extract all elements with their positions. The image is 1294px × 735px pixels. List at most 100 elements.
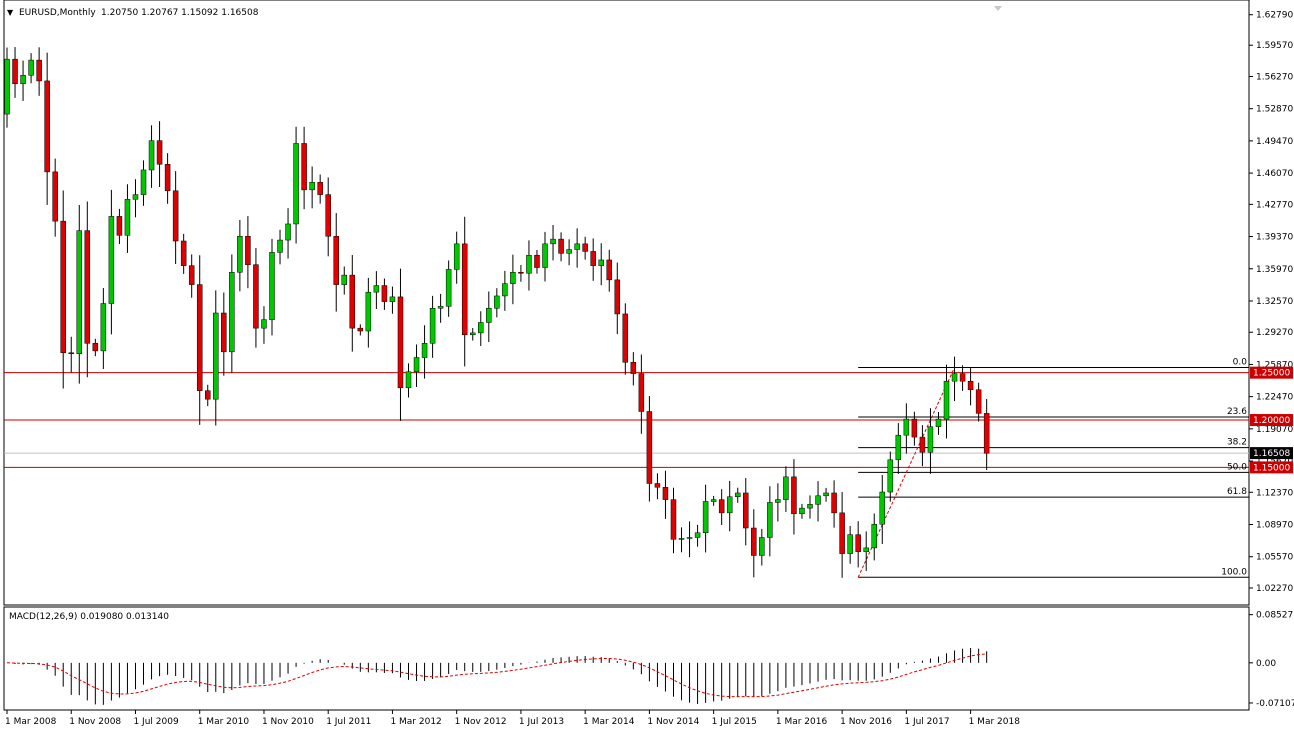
- macd-tick-label: 0.00: [1256, 659, 1276, 669]
- bull-candle-body: [799, 507, 805, 515]
- menu-arrow-icon[interactable]: ▼: [7, 8, 14, 17]
- bear-candle-body: [534, 254, 540, 268]
- price-tick-label: 1.08970: [1256, 521, 1293, 531]
- bull-candle-body: [309, 182, 315, 191]
- bear-candle-body: [381, 285, 388, 302]
- bear-candle-body: [582, 243, 588, 252]
- price-tick-label: 1.22470: [1256, 393, 1293, 403]
- bear-candle-body: [751, 527, 757, 556]
- bull-candle-body: [132, 194, 139, 200]
- bull-candle-body: [277, 239, 283, 253]
- bull-candle-body: [486, 308, 492, 323]
- bull-candle-body: [148, 140, 155, 171]
- bull-candle-body: [469, 332, 476, 336]
- bear-candle-body: [357, 327, 364, 332]
- symbol-label: EURUSD,Monthly: [19, 8, 96, 18]
- bull-candle-body: [903, 418, 910, 436]
- time-tick-label: 1 Nov 2014: [647, 717, 699, 727]
- bull-candle-body: [429, 308, 436, 344]
- bull-candle-body: [365, 291, 372, 332]
- macd-tick-label: -0.071077: [1256, 699, 1294, 709]
- price-tick-label: 1.02270: [1256, 584, 1293, 594]
- bear-candle-body: [670, 499, 677, 540]
- fib-level-label: 0.0: [1233, 357, 1248, 367]
- bull-candle-body: [710, 499, 717, 502]
- bull-candle-body: [847, 534, 853, 554]
- bull-candle-body: [213, 312, 219, 400]
- bull-candle-body: [445, 269, 452, 307]
- price-tick-label: 1.19070: [1256, 425, 1293, 435]
- bear-candle-body: [180, 240, 187, 266]
- bear-candle-body: [461, 243, 468, 336]
- price-tick-label: 1.52870: [1256, 105, 1293, 115]
- bear-candle-body: [743, 492, 749, 529]
- price-tick-label: 1.32570: [1256, 297, 1293, 307]
- bear-candle-body: [855, 534, 861, 552]
- bear-candle-body: [606, 259, 612, 281]
- bear-candle-body: [301, 143, 307, 191]
- time-tick-label: 1 Jul 2011: [326, 717, 371, 727]
- price-panel: 0.0 23.6 38.2 50.0 61.8 100.0 ▼ EURUSD,Monthl…: [3, 0, 1250, 606]
- candlesticks: [4, 47, 990, 578]
- bear-candle-body: [12, 58, 18, 85]
- bull-candle-body: [405, 371, 412, 389]
- bear-candle-body: [967, 380, 974, 390]
- bull-candle-body: [783, 476, 789, 500]
- bull-candle-body: [598, 259, 604, 266]
- bull-candle-body: [293, 143, 299, 225]
- bear-candle-body: [518, 272, 524, 274]
- price-panel-border: [3, 0, 1250, 606]
- shift-marker-icon[interactable]: [994, 6, 1002, 11]
- bull-candle-body: [76, 230, 83, 354]
- bear-candle-body: [638, 373, 645, 412]
- time-tick-label: 1 Nov 2008: [69, 717, 121, 727]
- bull-candle-body: [694, 532, 701, 538]
- bear-candle-body: [630, 362, 637, 374]
- bear-candle-body: [333, 236, 339, 285]
- bear-candle-body: [622, 313, 629, 363]
- level-price-label: 1.25000: [1253, 369, 1290, 379]
- time-tick-label: 1 Mar 2012: [390, 717, 441, 727]
- bear-candle-body: [172, 190, 179, 242]
- bear-candle-body: [831, 492, 837, 514]
- price-tick-label: 1.56270: [1256, 72, 1293, 82]
- bear-candle-body: [156, 140, 163, 165]
- macd-tick-label: 0.085271: [1256, 611, 1294, 621]
- bull-candle-body: [702, 501, 709, 533]
- time-tick-label: 1 Jul 2013: [519, 717, 564, 727]
- price-tick-label: 1.39370: [1256, 233, 1293, 243]
- bull-candle-body: [100, 303, 107, 352]
- price-tick-label: 1.05570: [1256, 553, 1293, 563]
- time-tick-label: 1 Jul 2009: [133, 717, 178, 727]
- level-price-label: 1.20000: [1253, 416, 1290, 426]
- price-axis: 1.62790 1.59570 1.56270 1.52870 1.49470 1.460…: [1249, 11, 1293, 594]
- bull-candle-body: [510, 272, 516, 284]
- bear-candle-body: [975, 389, 982, 414]
- bear-candle-body: [654, 483, 661, 488]
- bull-candle-body: [767, 502, 773, 538]
- bear-candle-body: [84, 230, 91, 344]
- time-tick-label: 1 Jul 2015: [712, 717, 757, 727]
- bull-candle-body: [775, 499, 781, 503]
- bull-candle-body: [526, 254, 532, 274]
- bull-candle-body: [494, 295, 500, 309]
- fib-level-label: 100.0: [1221, 567, 1247, 577]
- bear-candle-body: [221, 312, 227, 353]
- bull-candle-body: [437, 306, 444, 309]
- bull-candle-body: [373, 285, 380, 293]
- bear-candle-body: [60, 220, 66, 354]
- bear-candle-body: [397, 296, 404, 389]
- bull-candle-body: [895, 434, 902, 461]
- bear-candle-body: [116, 216, 123, 236]
- bear-candle-body: [646, 411, 653, 484]
- macd-label: MACD(12,26,9) 0.019080 0.013140: [9, 612, 169, 622]
- bull-candle-body: [879, 491, 886, 525]
- bull-candle-body: [951, 373, 958, 382]
- price-tick-label: 1.35970: [1256, 265, 1293, 275]
- bull-candle-body: [871, 523, 877, 549]
- current-price-badge: [1250, 447, 1293, 460]
- bull-candle-body: [28, 59, 34, 76]
- bull-candle-body: [478, 322, 484, 334]
- bear-candle-body: [349, 274, 356, 329]
- bull-candle-body: [542, 243, 548, 268]
